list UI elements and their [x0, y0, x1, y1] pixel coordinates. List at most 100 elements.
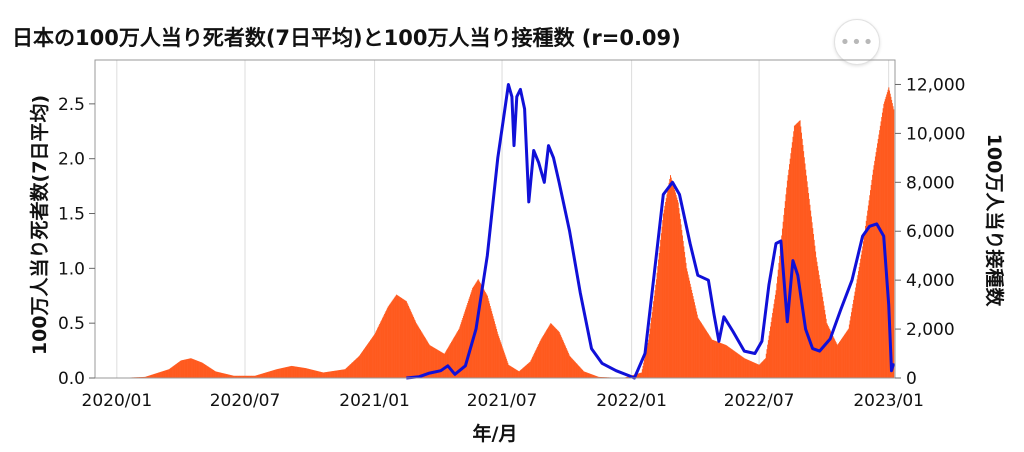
bar: [337, 370, 339, 378]
bar: [204, 364, 206, 378]
bar: [254, 375, 256, 378]
bar: [459, 326, 461, 378]
bar: [148, 375, 150, 378]
bar: [665, 198, 667, 378]
bar: [211, 369, 213, 378]
bar: [542, 336, 544, 378]
bar: [750, 361, 752, 378]
bar: [272, 370, 274, 378]
bar: [819, 279, 821, 378]
bar: [436, 349, 438, 378]
bar: [170, 368, 172, 378]
bar: [815, 257, 817, 378]
bar: [318, 371, 320, 378]
bar: [307, 368, 309, 378]
bar: [500, 344, 502, 378]
bar: [322, 372, 324, 378]
bar: [266, 372, 268, 378]
bar: [830, 331, 832, 378]
bar: [772, 312, 774, 378]
bar: [451, 340, 453, 378]
bar: [417, 325, 419, 378]
bar: [740, 355, 742, 378]
bar: [593, 375, 595, 378]
bar: [856, 279, 858, 378]
bar: [196, 360, 198, 378]
bar: [144, 376, 146, 378]
bar: [846, 330, 848, 378]
bar: [466, 305, 468, 378]
bar: [342, 369, 344, 378]
bar: [289, 366, 291, 378]
bar: [434, 348, 436, 378]
bar: [675, 195, 677, 378]
bar: [187, 358, 189, 378]
bar: [468, 298, 470, 378]
bar: [424, 338, 426, 378]
chart-menu-button[interactable]: •••: [834, 19, 880, 65]
bar: [429, 345, 431, 378]
bar: [698, 318, 700, 378]
bar: [729, 348, 731, 378]
bar: [652, 306, 654, 378]
bar: [678, 208, 680, 378]
bar: [498, 338, 500, 378]
bar: [650, 317, 652, 378]
bar: [494, 323, 496, 378]
bar: [434, 348, 436, 378]
bar: [840, 339, 842, 378]
bar: [428, 343, 430, 378]
bar: [375, 331, 377, 378]
bar: [313, 370, 315, 378]
bar: [757, 364, 759, 378]
bar: [672, 182, 674, 378]
bar: [519, 370, 521, 378]
bar: [445, 351, 447, 378]
bar: [289, 366, 291, 378]
bar: [872, 169, 874, 378]
bar: [143, 376, 145, 378]
bar: [596, 376, 598, 378]
bar: [205, 364, 207, 378]
bar: [848, 324, 850, 378]
bar: [383, 315, 385, 378]
bar: [730, 348, 732, 378]
bar: [392, 299, 394, 378]
bar: [182, 359, 184, 378]
bar: [422, 334, 424, 378]
bar: [322, 372, 324, 378]
bar: [751, 361, 753, 378]
bar: [558, 331, 560, 378]
bar: [489, 305, 491, 378]
bar: [429, 345, 431, 378]
bar: [400, 297, 402, 378]
bar: [511, 367, 513, 378]
bar: [581, 369, 583, 378]
bar: [672, 185, 674, 378]
bar: [588, 373, 590, 378]
bar: [761, 361, 763, 378]
bar: [369, 341, 371, 378]
bar: [365, 346, 367, 378]
bar: [396, 295, 398, 378]
bar: [338, 370, 340, 378]
bar: [716, 341, 718, 378]
bar: [414, 320, 416, 378]
bar: [250, 375, 252, 378]
bar: [850, 316, 852, 378]
bar: [191, 358, 193, 378]
bar: [373, 335, 375, 378]
bar: [887, 89, 889, 378]
bar: [263, 373, 265, 378]
bar: [536, 346, 538, 378]
bar: [717, 342, 719, 378]
bar: [246, 375, 248, 378]
bar: [163, 370, 165, 378]
bar: [684, 251, 686, 378]
bar: [591, 374, 593, 378]
bar: [320, 371, 322, 378]
bar: [585, 372, 587, 378]
bar: [565, 346, 567, 378]
bar: [808, 198, 810, 378]
bar: [316, 370, 318, 378]
